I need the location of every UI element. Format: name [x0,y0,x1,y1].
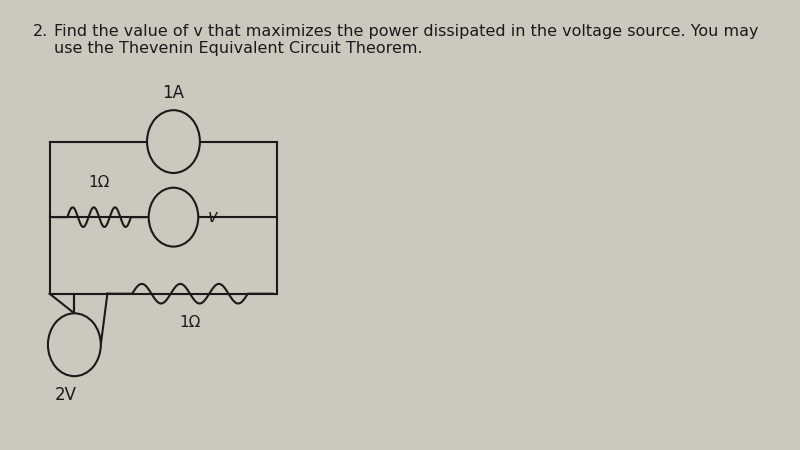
Circle shape [48,313,101,376]
Text: -: - [61,338,66,351]
Text: +: + [175,210,186,224]
Circle shape [147,110,200,173]
Text: 2V: 2V [55,386,77,404]
Text: 1A: 1A [162,84,185,102]
Text: -: - [161,211,166,224]
Text: 2.: 2. [33,24,48,39]
Text: 1Ω: 1Ω [179,315,201,330]
Circle shape [149,188,198,247]
Text: 1Ω: 1Ω [89,175,110,189]
Text: +: + [77,338,88,352]
Text: Find the value of v that maximizes the power dissipated in the voltage source. Y: Find the value of v that maximizes the p… [54,24,758,56]
Text: v: v [208,208,218,226]
